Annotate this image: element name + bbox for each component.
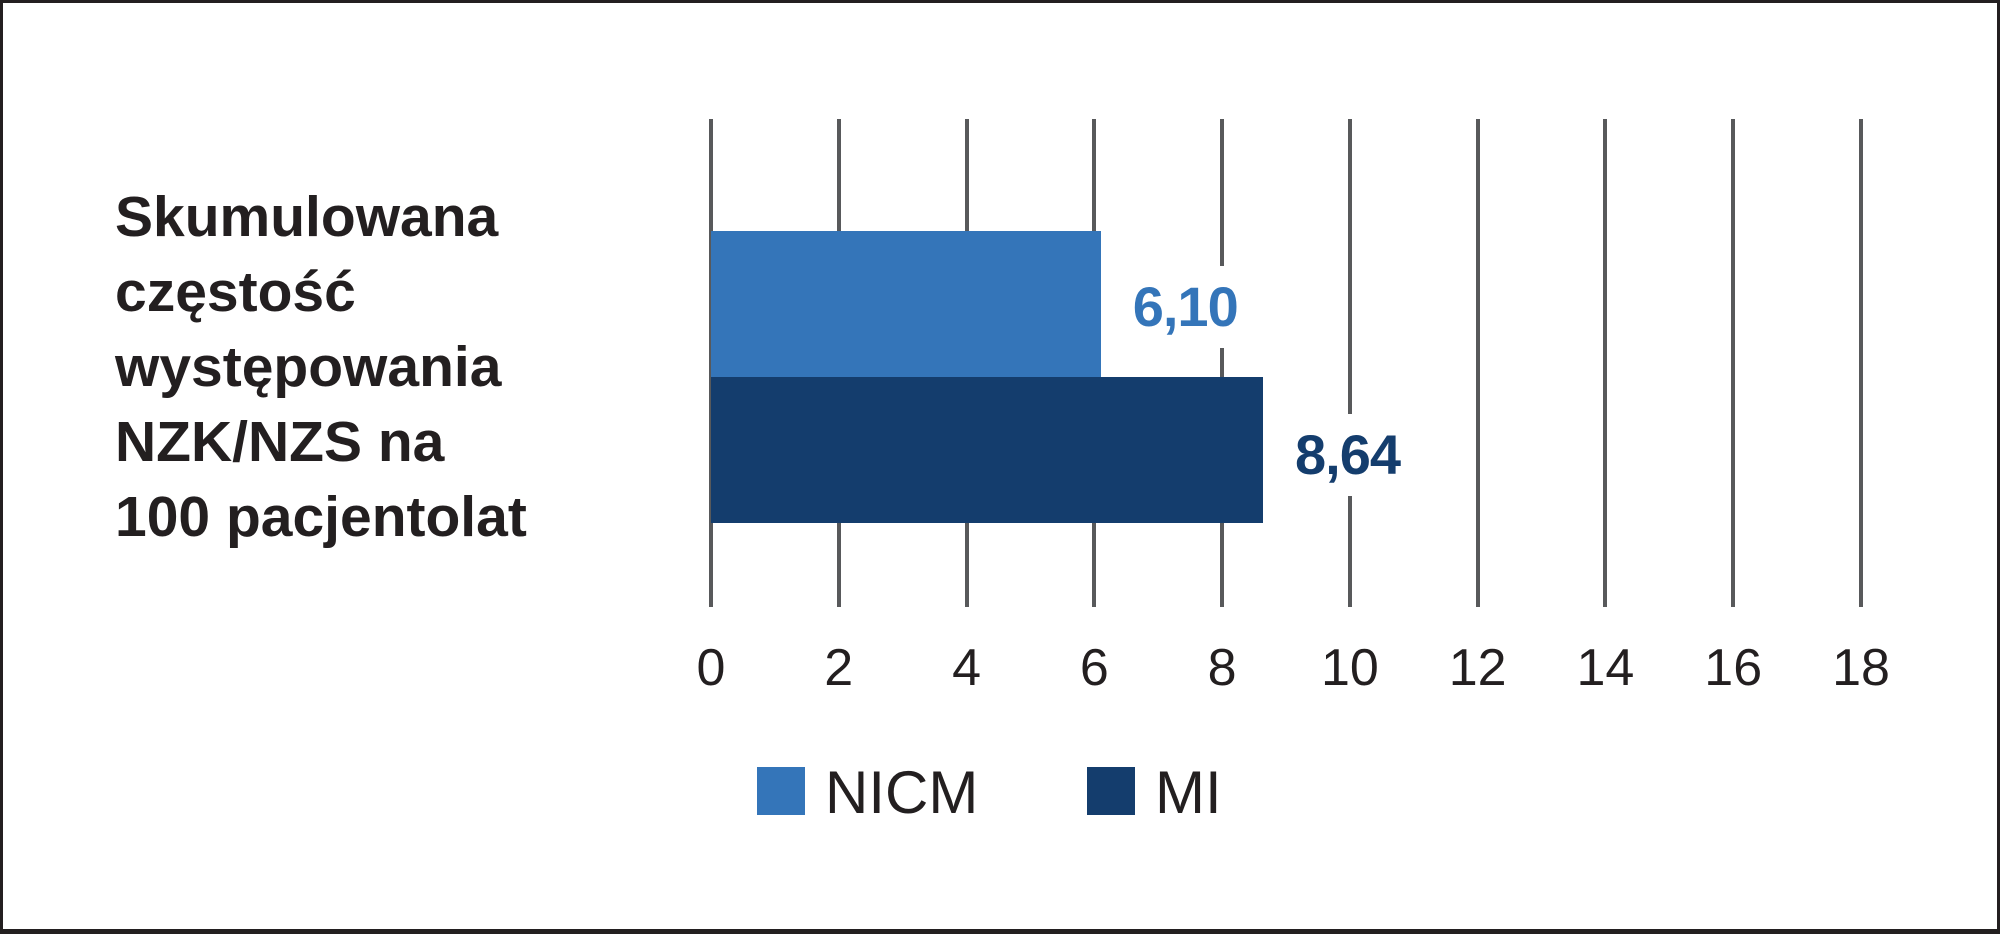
bar-nicm [711,231,1101,377]
gridline [1475,119,1480,607]
title-line: 100 pacjentolat [115,485,527,549]
title-line: częstość [115,260,356,324]
gridline [1731,119,1736,607]
title-line: NZK/NZS na [115,410,445,474]
chart-title: Skumulowana częstość występowania NZK/NZ… [115,180,635,555]
gridline [1603,119,1608,607]
value-label-backdrop [1289,414,1419,496]
title-line: występowania [115,335,502,399]
x-tick-label: 6 [1079,639,1109,697]
value-label-backdrop [1126,266,1257,348]
legend-swatch-mi [1087,767,1135,815]
x-tick-label: 2 [824,639,854,697]
value-label-nicm: 6,10 [1132,275,1239,338]
x-tick-label: 4 [952,639,982,697]
gridline [1859,119,1863,607]
x-tick-label: 18 [1832,639,1890,697]
x-tick-label: 8 [1207,639,1237,697]
x-tick-label: 16 [1704,639,1763,697]
x-tick-label: 10 [1320,639,1379,697]
legend-swatch-nicm [757,767,805,815]
x-tick-label: 14 [1576,639,1635,697]
x-tick-label: 0 [696,639,726,697]
title-line: Skumulowana [115,185,499,249]
legend-label-mi: MI [1155,759,1222,826]
value-label-mi: 8,64 [1295,423,1401,486]
x-tick-label: 12 [1448,639,1507,697]
gridline [1347,119,1352,607]
gridline [1220,119,1225,607]
bar-mi [711,377,1263,523]
legend-label-nicm: NICM [825,759,979,826]
